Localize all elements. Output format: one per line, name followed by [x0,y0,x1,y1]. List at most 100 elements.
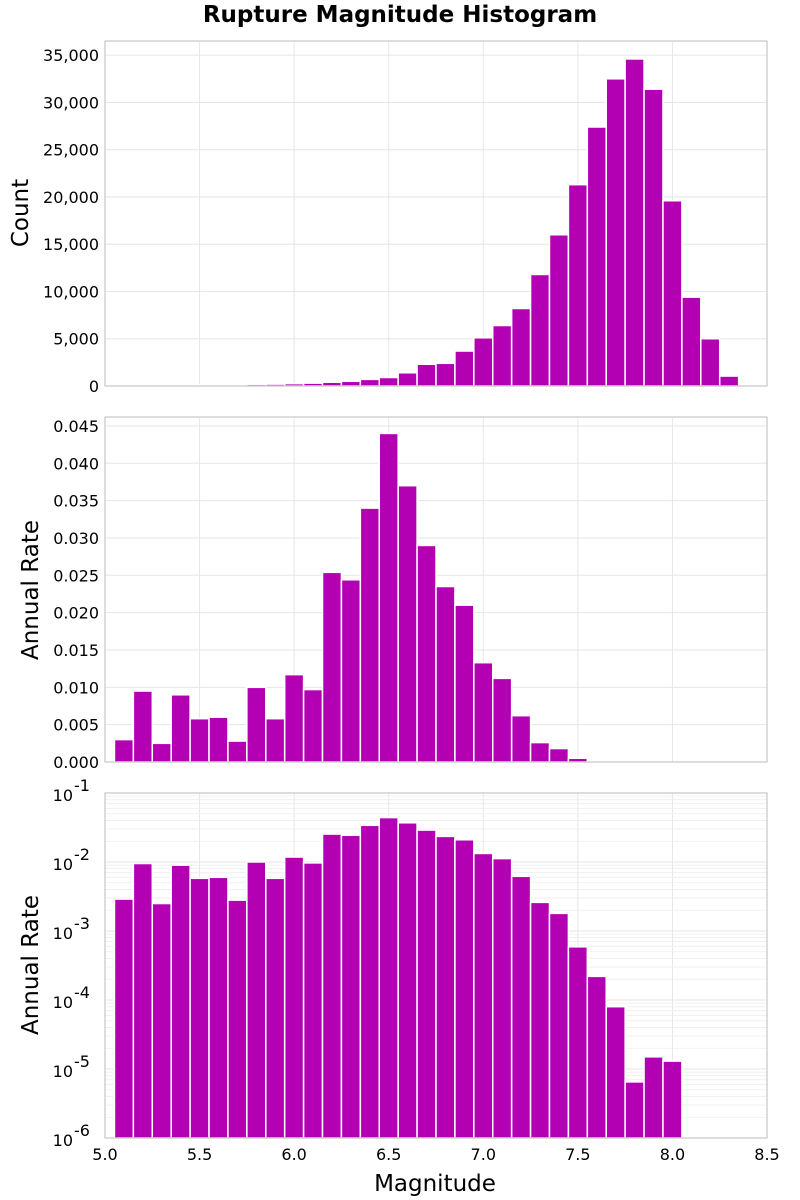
histogram-bar [283,856,305,1139]
y-tick-exponent: -2 [74,845,90,864]
histogram-bar [189,877,210,1139]
histogram-bar [435,585,456,763]
histogram-bar [643,88,664,387]
histogram-bar [454,350,475,387]
y-tick-label: 10 [53,1062,73,1081]
histogram-bar [548,912,570,1139]
histogram-bar [378,816,399,1139]
y-tick-label: 0.045 [53,417,99,436]
histogram-bar [378,376,399,387]
histogram-bar [397,484,418,763]
histogram-bar [681,296,702,387]
histogram-bar [435,835,456,1139]
histogram-bar [378,432,399,763]
histogram-bar [227,899,248,1139]
histogram-bar [359,824,381,1139]
histogram-bar [170,864,191,1139]
y-tick-label: 0.010 [53,678,99,697]
panel-rate-linear: 0.000 0.005 0.010 0.015 0.020 0.025 0.030 0.035… [18,416,768,772]
x-tick-label: 6.5 [376,1145,401,1164]
histogram-bar [246,686,267,763]
histogram-bar [624,1081,645,1139]
histogram-bar [397,822,418,1139]
histogram-bar [132,862,154,1139]
histogram-bar [340,380,362,387]
y-tick-label: 10,000 [43,282,99,301]
histogram-bar [605,78,626,387]
y-tick-label: 35,000 [43,46,99,65]
plot-frame [104,40,768,387]
histogram-bar [548,234,570,387]
histogram-bar [510,307,532,387]
x-tick-label: 7.0 [471,1145,496,1164]
histogram-bar [662,199,683,387]
y-tick-label: 0.000 [53,753,99,772]
histogram-bar [208,716,229,763]
x-axis-label: Magnitude [374,1171,496,1197]
y-tick-label: 0.015 [53,641,99,660]
histogram-bar [529,741,551,763]
histogram-bar [208,876,229,1139]
histogram-bar [510,714,532,763]
y-tick-label: 0.020 [53,604,99,623]
plot-frame [104,416,768,763]
histogram-bar [435,362,456,387]
histogram-bar [491,677,513,763]
y-tick-label: 25,000 [43,141,99,160]
histogram-bar [265,717,286,763]
histogram-bar [454,839,475,1139]
histogram-bar [359,378,381,387]
y-tick-exponent: -1 [74,776,90,795]
histogram-bar [340,834,362,1139]
histogram-bar [302,688,324,763]
histogram-bar [416,363,437,387]
histogram-bar [718,375,740,387]
y-tick-label: 0.025 [53,566,99,585]
histogram-bar [586,126,607,387]
histogram-bar [548,747,570,763]
x-tick-label: 8.5 [754,1145,779,1164]
histogram-bar [113,738,135,763]
histogram-bar [700,337,721,387]
histogram-bar [662,1060,683,1139]
histogram-bar [510,875,532,1139]
panel-count: 0 5,000 10,000 15,000 20,000 25,000 30,000 35,0… [8,40,768,396]
y-tick-label: 0.030 [53,529,99,548]
histogram-bar [416,829,437,1139]
y-tick-label: 0.035 [53,492,99,511]
y-tick-label: 10 [53,855,73,874]
y-tick-label: 0.040 [53,454,99,473]
y-tick-label: 0 [89,377,99,396]
histogram-bar [321,381,343,387]
y-axis-label: Annual Rate [18,520,44,660]
histogram-bar [170,694,191,763]
histogram-bar [189,717,210,763]
y-axis-label: Count [8,179,34,247]
y-tick-label: 10 [53,993,73,1012]
y-tick-label: 10 [53,924,73,943]
histogram-bar [567,757,589,763]
histogram-bar [227,740,248,763]
histogram-bar [132,690,154,763]
histogram-bar [246,861,267,1139]
x-tick-label: 7.5 [565,1145,590,1164]
y-tick-label: 0.005 [53,716,99,735]
y-tick-label: 5,000 [53,330,99,349]
histogram-bar [416,544,437,763]
histogram-bar [643,1056,664,1139]
y-tick-label: 30,000 [43,93,99,112]
histogram-bar [473,337,494,387]
histogram-bar [397,372,418,387]
x-tick-label: 8.0 [660,1145,685,1164]
histogram-bar [529,273,551,387]
plot-frame [104,792,768,1139]
y-tick-exponent: -6 [74,1121,90,1140]
y-tick-label: 10 [53,786,73,805]
histogram-bar [567,183,589,387]
x-tick-label: 5.5 [187,1145,212,1164]
histogram-bar [321,571,343,763]
histogram-bar [321,833,343,1139]
histogram-bar [283,673,305,763]
